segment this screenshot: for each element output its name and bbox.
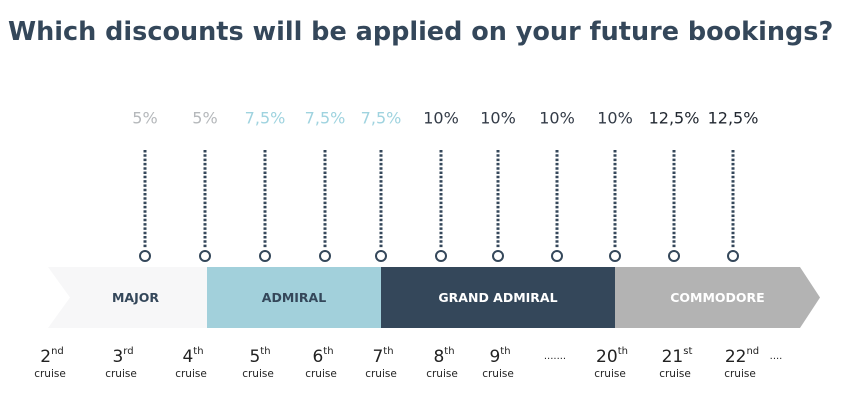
cruise-number: 2: [40, 347, 51, 367]
tier-band: [207, 267, 381, 328]
cruise-ordinal: 9th: [489, 346, 510, 367]
cruise-ordinal: 20th: [596, 346, 628, 367]
cruise-number: 5: [249, 347, 260, 367]
cruise-number: 3: [112, 347, 123, 367]
connector-node: [375, 250, 387, 262]
tier-label: COMMODORE: [670, 290, 764, 305]
tier-label: GRAND ADMIRAL: [438, 290, 557, 305]
cruise-unit: cruise: [426, 368, 458, 380]
cruise-ordinal: 5th: [249, 346, 270, 367]
cruise-suffix: rd: [123, 346, 133, 357]
cruise-unit: cruise: [305, 368, 337, 380]
connector-node: [139, 250, 151, 262]
discount-label: 10%: [539, 109, 575, 128]
discount-label: 10%: [597, 109, 633, 128]
cruise-suffix: nd: [51, 346, 64, 357]
cruise-suffix: th: [260, 346, 270, 357]
connector-node: [492, 250, 504, 262]
connector-node: [319, 250, 331, 262]
title: Which discounts will be applied on your …: [8, 17, 833, 47]
cruise-suffix: th: [383, 346, 393, 357]
discount-label: 10%: [480, 109, 516, 128]
discount-label: 7,5%: [245, 109, 286, 128]
ellipsis: .......: [544, 351, 566, 362]
discount-label: 5%: [192, 109, 217, 128]
cruise-ordinal: 2nd: [40, 346, 64, 367]
connector-node: [199, 250, 211, 262]
discount-label: 12,5%: [708, 109, 759, 128]
cruise-suffix: st: [683, 346, 692, 357]
cruise-number: 22: [725, 347, 747, 367]
connector-node: [727, 250, 739, 262]
cruise-unit: cruise: [34, 368, 66, 380]
tier-band: [615, 267, 820, 328]
cruise-unit: cruise: [594, 368, 626, 380]
connector-node: [435, 250, 447, 262]
cruise-ordinal: 8th: [433, 346, 454, 367]
cruise-number: 21: [662, 347, 684, 367]
cruise-unit: cruise: [105, 368, 137, 380]
tier-band: [381, 267, 615, 328]
cruise-suffix: nd: [746, 346, 759, 357]
cruise-suffix: th: [500, 346, 510, 357]
cruise-suffix: th: [618, 346, 628, 357]
discount-label: 5%: [132, 109, 157, 128]
tier-label: ADMIRAL: [262, 290, 326, 305]
tier-label: MAJOR: [112, 290, 159, 305]
connector-node: [609, 250, 621, 262]
cruise-ordinal: 22nd: [725, 346, 759, 367]
cruise-unit: cruise: [482, 368, 514, 380]
cruise-unit: cruise: [242, 368, 274, 380]
cruise-unit: cruise: [659, 368, 691, 380]
discount-label: 7,5%: [361, 109, 402, 128]
cruise-ordinal: 6th: [312, 346, 333, 367]
cruise-number: 6: [312, 347, 323, 367]
cruise-suffix: th: [444, 346, 454, 357]
cruise-suffix: th: [193, 346, 203, 357]
tier-band: [48, 267, 207, 328]
connector-node: [668, 250, 680, 262]
cruise-unit: cruise: [175, 368, 207, 380]
connector-node: [259, 250, 271, 262]
cruise-suffix: th: [323, 346, 333, 357]
cruise-ordinal: 3rd: [112, 346, 133, 367]
cruise-ordinal: 4th: [182, 346, 203, 367]
discount-label: 10%: [423, 109, 459, 128]
cruise-number: 4: [182, 347, 193, 367]
cruise-number: 20: [596, 347, 618, 367]
discount-label: 7,5%: [305, 109, 346, 128]
ellipsis: ....: [770, 351, 783, 362]
connector-node: [551, 250, 563, 262]
discount-label: 12,5%: [649, 109, 700, 128]
cruise-ordinal: 7th: [372, 346, 393, 367]
cruise-number: 7: [372, 347, 383, 367]
cruise-number: 8: [433, 347, 444, 367]
cruise-unit: cruise: [724, 368, 756, 380]
cruise-unit: cruise: [365, 368, 397, 380]
cruise-ordinal: 21st: [662, 346, 693, 367]
cruise-number: 9: [489, 347, 500, 367]
